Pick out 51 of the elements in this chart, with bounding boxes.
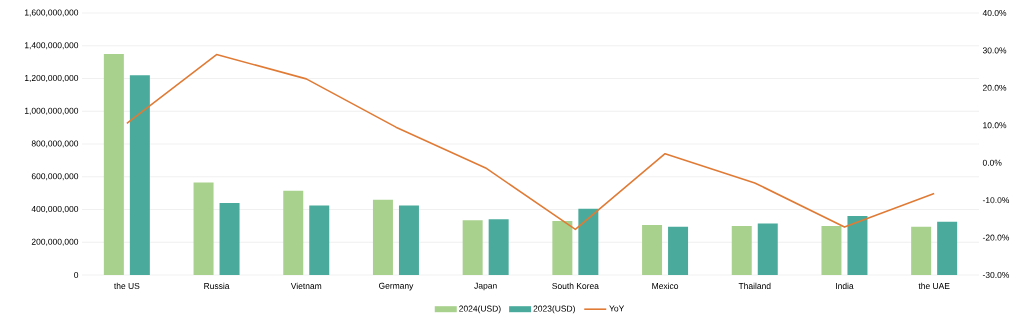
bar xyxy=(578,208,599,275)
bar xyxy=(668,226,689,275)
legend-label: YoY xyxy=(609,305,625,312)
y-tick-label: 400,000,000 xyxy=(31,206,79,213)
y-tick-label: 1,200,000,000 xyxy=(24,75,79,82)
y2-tick-label: 40.0% xyxy=(982,10,1007,16)
bar xyxy=(937,221,958,275)
y-tick-label: 1,000,000,000 xyxy=(24,107,79,115)
bar xyxy=(757,223,778,275)
x-tick-label: South Korea xyxy=(552,282,599,289)
x-tick-label: Mexico xyxy=(652,282,679,289)
y2-tick-label: -10.0% xyxy=(982,197,1010,204)
x-tick-label: Germany xyxy=(378,282,414,291)
bar xyxy=(488,219,509,275)
y2-tick-label: 20.0% xyxy=(982,84,1007,91)
x-tick-label: Japan xyxy=(474,282,497,291)
y-tick-label: 1,400,000,000 xyxy=(24,42,79,50)
y-tick-label: 600,000,000 xyxy=(31,173,79,181)
x-tick-label: Thailand xyxy=(738,282,771,289)
y-tick-label: 200,000,000 xyxy=(31,238,79,246)
y-tick-label: 0 xyxy=(74,272,79,278)
bar xyxy=(398,205,419,275)
x-tick-label: Vietnam xyxy=(290,282,322,289)
bar xyxy=(642,225,663,275)
bar xyxy=(731,225,752,275)
bar xyxy=(821,225,842,275)
x-tick-label: Russia xyxy=(204,282,230,289)
bar xyxy=(129,75,150,275)
y2-tick-label: 30.0% xyxy=(982,47,1007,54)
bar xyxy=(283,190,304,275)
x-tick-label: the UAE xyxy=(918,282,950,289)
y-tick-label: 1,600,000,000 xyxy=(24,9,79,17)
y2-tick-label: 10.0% xyxy=(983,122,1007,129)
bar xyxy=(911,226,932,275)
y2-tick-label: 0.0% xyxy=(982,159,1002,166)
y-tick-label: 800,000,000 xyxy=(31,140,79,148)
line-series xyxy=(126,53,935,231)
bar xyxy=(372,199,393,275)
bar xyxy=(219,202,240,275)
bar xyxy=(847,216,868,275)
legend-label: 2024(USD) xyxy=(459,305,501,314)
bar xyxy=(193,182,214,275)
bar xyxy=(552,220,573,275)
x-tick-label: the US xyxy=(114,282,140,289)
y2-tick-label: -30.0% xyxy=(982,272,1010,278)
legend-label: 2023(USD) xyxy=(533,305,575,314)
bar xyxy=(462,220,483,275)
bar xyxy=(103,53,124,275)
x-tick-label: India xyxy=(836,282,854,289)
y2-tick-label: -20.0% xyxy=(982,234,1010,241)
bar xyxy=(309,205,330,275)
